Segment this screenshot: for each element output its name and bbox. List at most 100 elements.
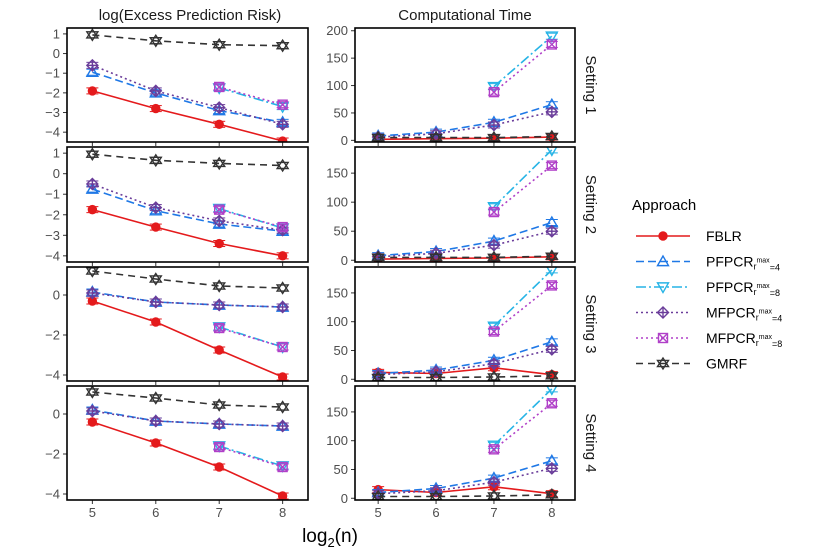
series-group <box>85 386 290 500</box>
panel-border <box>66 146 309 263</box>
y-tick-label: −2 <box>45 207 60 222</box>
series-line-gmrf <box>378 255 552 259</box>
series-line-mfpcr-rmax-4 <box>92 183 283 231</box>
series-line-pfpcr-rmax-8 <box>493 35 553 88</box>
point-gmrf <box>149 272 163 286</box>
point-fblr <box>277 491 288 500</box>
y-tick-label: −1 <box>45 187 60 202</box>
series-line-gmrf <box>92 153 283 167</box>
point-mfpcr-rmax-4 <box>545 461 559 475</box>
panel-border <box>354 385 576 501</box>
y-tick-label: −2 <box>45 85 60 100</box>
panel-border <box>354 27 576 143</box>
point-gmrf <box>85 386 100 399</box>
x-tick-label: 8 <box>279 505 286 520</box>
point-gmrf <box>275 38 290 53</box>
x-axis-label-subscript: 2 <box>327 535 334 550</box>
y-tick-label: 0 <box>53 288 60 303</box>
series-line-fblr <box>92 300 283 378</box>
y-tick-label: −3 <box>45 105 60 120</box>
point-mfpcr-rmax-8 <box>214 81 225 93</box>
series-group <box>85 267 290 381</box>
point-pfpcr-rmax-8 <box>546 267 558 277</box>
panel-setting-3-time: 150 100 50 0 Setting 3 <box>326 266 599 387</box>
y-tick-label: 0 <box>341 491 348 506</box>
point-mfpcr-rmax-4 <box>487 357 501 371</box>
y-tick-label: −1 <box>45 66 60 81</box>
series-line-gmrf <box>378 375 552 379</box>
panel-setting-3-risk: 0 −2 −4 <box>45 266 309 385</box>
point-mfpcr-rmax-4 <box>429 127 443 141</box>
legend-label: PFPCRrmax=4 <box>706 254 780 273</box>
point-fblr <box>214 238 224 249</box>
series-line-mfpcr-rmax-4 <box>378 230 552 258</box>
point-pfpcr-rmax-8 <box>546 386 558 396</box>
point-fblr <box>87 204 98 215</box>
series-line-fblr <box>378 366 552 376</box>
y-tick-label: −4 <box>45 487 60 502</box>
x-tick-label: 6 <box>152 505 159 520</box>
point-mfpcr-rmax-4 <box>149 201 163 215</box>
series-line-fblr <box>92 421 283 497</box>
y-tick-label: 150 <box>326 51 348 66</box>
y-tick-label: −4 <box>45 125 60 140</box>
y-tick-label: 50 <box>334 462 348 477</box>
panel-border <box>354 266 576 382</box>
y-tick-label: 150 <box>326 285 348 300</box>
panel-border <box>354 146 576 263</box>
point-gmrf <box>149 33 163 48</box>
x-axis-label-base: log <box>302 526 327 547</box>
x-tick-label: 5 <box>89 505 96 520</box>
y-tick-label: −2 <box>45 447 60 462</box>
point-mfpcr-rmax-8 <box>214 322 225 334</box>
y-tick-label: 0 <box>341 133 348 148</box>
point-mfpcr-rmax-8 <box>488 206 500 218</box>
point-fblr <box>151 103 161 114</box>
point-gmrf <box>371 130 385 142</box>
point-mfpcr-rmax-8 <box>277 99 288 110</box>
panel-border <box>66 27 309 143</box>
series-line-pfpcr-rmax-8 <box>218 87 283 108</box>
y-tick-label: 50 <box>334 343 348 358</box>
y-tick-label: 50 <box>334 105 348 120</box>
series-line-pfpcr-rmax-4 <box>92 188 283 232</box>
y-tick-label: −2 <box>45 328 60 343</box>
point-mfpcr-rmax-4 <box>85 177 99 191</box>
legend-label: MFPCRrmax=8 <box>706 330 782 349</box>
y-tick-label: 1 <box>53 146 60 161</box>
point-mfpcr-rmax-4 <box>212 101 226 115</box>
point-pfpcr-rmax-4 <box>85 182 100 194</box>
series-line-pfpcr-rmax-8 <box>218 207 283 229</box>
series-group <box>371 147 559 262</box>
series-line-mfpcr-rmax-8 <box>493 402 553 450</box>
series-group <box>371 267 559 381</box>
y-tick-label: 0 <box>53 46 60 61</box>
series-group <box>85 28 290 142</box>
legend-marker-mfpcr-rmax-4 <box>656 306 670 319</box>
y-tick-label: 100 <box>326 195 348 210</box>
y-tick-label: 0 <box>53 166 60 181</box>
series-line-gmrf <box>92 34 283 47</box>
point-gmrf <box>85 267 100 278</box>
series-line-mfpcr-rmax-4 <box>378 348 552 376</box>
y-tick-label: −4 <box>45 248 60 263</box>
point-mfpcr-rmax-4 <box>149 84 163 98</box>
point-gmrf <box>275 281 290 295</box>
point-gmrf <box>429 250 443 262</box>
panel-setting-4-time: 150 100 50 0 Setting 4 <box>326 385 599 506</box>
series-line-mfpcr-rmax-8 <box>218 446 283 468</box>
point-mfpcr-rmax-8 <box>214 204 225 215</box>
column-title-computational-time: Computational Time <box>398 7 531 24</box>
legend-item-gmrf: GMRF <box>636 356 747 372</box>
point-fblr <box>87 86 98 96</box>
series-line-fblr <box>92 90 283 142</box>
point-mfpcr-rmax-4 <box>545 224 559 238</box>
point-mfpcr-rmax-4 <box>487 475 501 489</box>
point-mfpcr-rmax-8 <box>546 39 558 50</box>
series-line-mfpcr-rmax-8 <box>218 327 283 348</box>
series-line-pfpcr-rmax-4 <box>92 71 283 124</box>
legend-marker-mfpcr-rmax-8 <box>657 332 669 344</box>
series-line-mfpcr-rmax-8 <box>493 164 553 213</box>
y-tick-label: 0 <box>341 372 348 387</box>
series-line-mfpcr-rmax-8 <box>493 284 553 333</box>
